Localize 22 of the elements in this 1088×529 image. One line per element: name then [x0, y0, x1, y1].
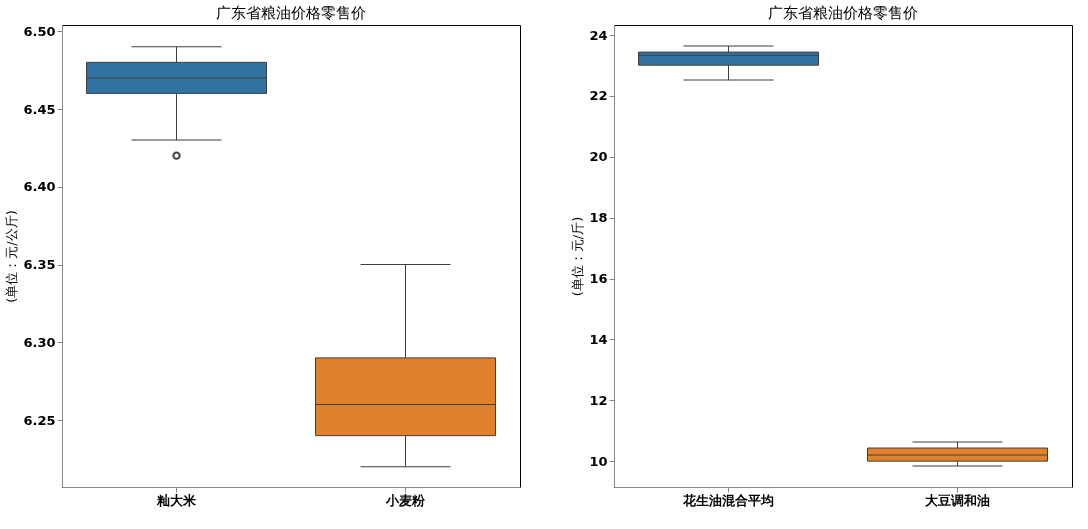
x-tick-label: 大豆调和油 — [925, 492, 990, 508]
y-tick-label: 6.30 — [23, 334, 56, 350]
y-axis-title: (单位：元/斤) — [570, 216, 586, 297]
y-tick-label: 6.35 — [23, 257, 56, 273]
y-tick-label: 6.45 — [23, 101, 56, 117]
y-tick-label: 6.50 — [23, 23, 56, 39]
y-tick-label: 6.40 — [23, 179, 56, 195]
y-axis-title: (单位：元/公斤) — [4, 210, 20, 303]
x-tick-label: 花生油混合平均 — [682, 492, 774, 508]
chart-title: 广东省粮油价格零售价 — [768, 4, 918, 22]
y-tick-label: 18 — [589, 210, 608, 226]
y-tick-label: 20 — [589, 149, 608, 165]
x-tick-label: 籼大米 — [156, 492, 197, 508]
y-tick-label: 22 — [589, 88, 608, 104]
y-tick-label: 16 — [589, 271, 608, 287]
y-tick-label: 24 — [589, 27, 608, 43]
y-tick-label: 10 — [589, 453, 608, 469]
y-tick-label: 14 — [589, 331, 608, 347]
chart-title: 广东省粮油价格零售价 — [216, 4, 366, 22]
y-tick-label: 6.25 — [23, 412, 56, 428]
y-tick-label: 12 — [589, 392, 608, 408]
x-tick-label: 小麦粉 — [385, 492, 426, 508]
